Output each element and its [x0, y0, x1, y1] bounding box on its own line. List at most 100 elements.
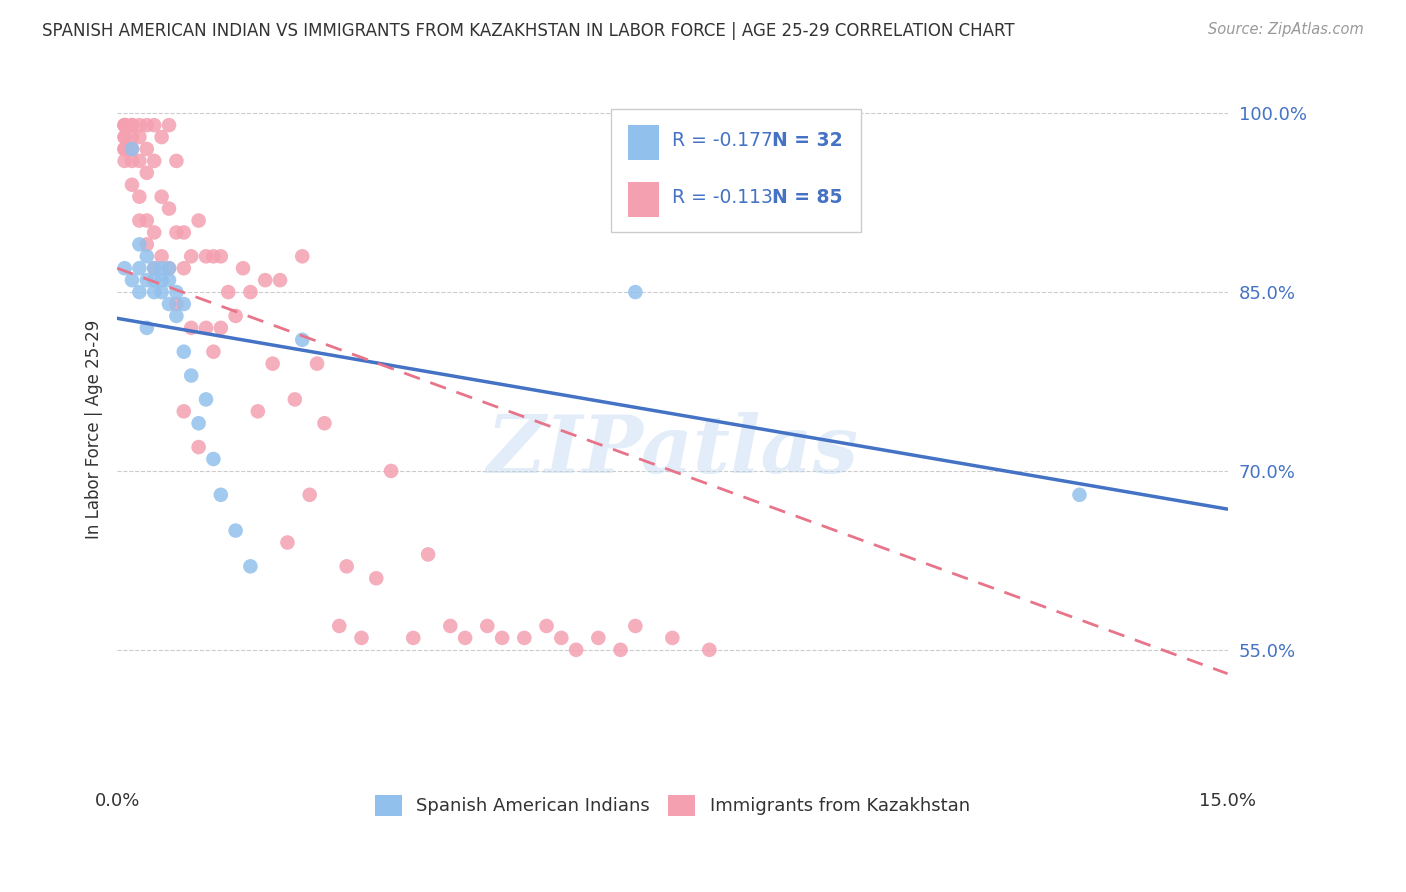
Point [195, 249, 218, 263]
Point [121, 118, 143, 132]
Point [128, 153, 150, 168]
Point [202, 452, 225, 467]
Point [128, 130, 150, 145]
Point [550, 631, 572, 645]
Point [328, 619, 350, 633]
Point [180, 368, 202, 383]
Point [209, 249, 232, 263]
Point [624, 285, 647, 299]
Point [143, 261, 166, 276]
Point [165, 285, 187, 299]
Point [135, 321, 157, 335]
Point [291, 333, 314, 347]
Point [150, 249, 173, 263]
Point [114, 118, 136, 132]
Point [276, 535, 298, 549]
Point [135, 273, 157, 287]
FancyBboxPatch shape [628, 182, 659, 217]
Point [135, 142, 157, 156]
Point [202, 249, 225, 263]
Point [477, 619, 499, 633]
Point [225, 524, 247, 538]
Point [114, 118, 136, 132]
Point [114, 142, 136, 156]
Y-axis label: In Labor Force | Age 25-29: In Labor Force | Age 25-29 [86, 319, 103, 539]
Point [135, 249, 157, 263]
Point [121, 118, 143, 132]
Point [254, 273, 277, 287]
Point [150, 261, 173, 276]
Point [217, 285, 239, 299]
Text: ZIPatlas: ZIPatlas [486, 411, 859, 489]
Text: R = -0.113: R = -0.113 [672, 187, 773, 207]
Point [121, 130, 143, 145]
Point [165, 153, 187, 168]
Point [239, 559, 262, 574]
Point [150, 130, 173, 145]
Point [269, 273, 291, 287]
Point [157, 261, 180, 276]
Point [135, 213, 157, 227]
Point [298, 488, 321, 502]
Point [128, 213, 150, 227]
Point [121, 273, 143, 287]
Point [114, 130, 136, 145]
Point [624, 619, 647, 633]
Point [157, 297, 180, 311]
Point [135, 118, 157, 132]
Point [225, 309, 247, 323]
Point [114, 118, 136, 132]
Text: R = -0.177: R = -0.177 [672, 131, 773, 150]
Point [609, 643, 631, 657]
Point [1069, 488, 1091, 502]
Point [588, 631, 610, 645]
Point [536, 619, 558, 633]
Legend: Spanish American Indians, Immigrants from Kazakhstan: Spanish American Indians, Immigrants fro… [366, 786, 979, 825]
Point [114, 142, 136, 156]
Point [128, 237, 150, 252]
Point [232, 261, 254, 276]
Point [150, 285, 173, 299]
FancyBboxPatch shape [612, 109, 860, 232]
Point [380, 464, 402, 478]
Point [173, 226, 195, 240]
FancyBboxPatch shape [628, 125, 659, 161]
Point [187, 440, 209, 454]
Point [143, 153, 166, 168]
Point [143, 285, 166, 299]
Point [661, 631, 683, 645]
Point [165, 309, 187, 323]
Point [209, 488, 232, 502]
Point [209, 321, 232, 335]
Point [491, 631, 513, 645]
Point [121, 142, 143, 156]
Point [128, 118, 150, 132]
Point [246, 404, 269, 418]
Point [114, 261, 136, 276]
Point [135, 166, 157, 180]
Point [202, 344, 225, 359]
Point [128, 190, 150, 204]
Point [143, 226, 166, 240]
Point [187, 417, 209, 431]
Point [157, 118, 180, 132]
Point [699, 643, 721, 657]
Point [157, 202, 180, 216]
Point [173, 404, 195, 418]
Point [336, 559, 359, 574]
Point [513, 631, 536, 645]
Point [114, 142, 136, 156]
Point [366, 571, 388, 585]
Point [416, 548, 439, 562]
Point [135, 237, 157, 252]
Point [128, 261, 150, 276]
Point [121, 142, 143, 156]
Point [121, 153, 143, 168]
Point [454, 631, 477, 645]
Point [114, 130, 136, 145]
Point [128, 285, 150, 299]
Point [165, 297, 187, 311]
Point [180, 321, 202, 335]
Text: SPANISH AMERICAN INDIAN VS IMMIGRANTS FROM KAZAKHSTAN IN LABOR FORCE | AGE 25-29: SPANISH AMERICAN INDIAN VS IMMIGRANTS FR… [42, 22, 1015, 40]
Point [180, 249, 202, 263]
